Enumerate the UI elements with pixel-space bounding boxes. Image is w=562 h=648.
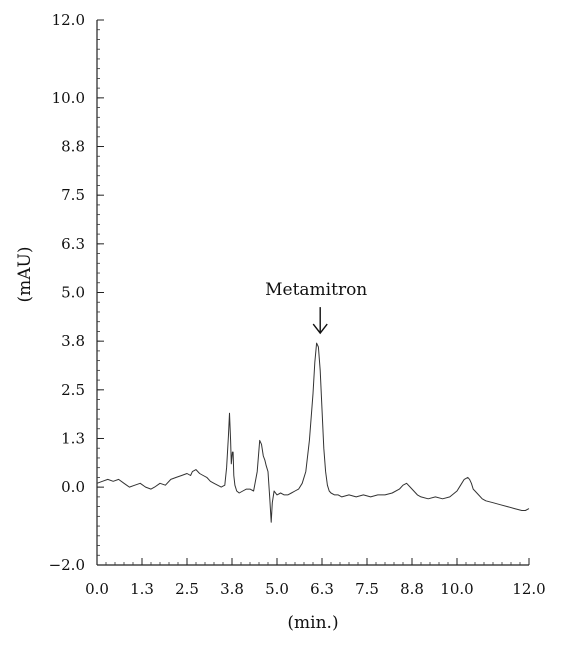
x-tick-label: 0.0 bbox=[85, 580, 109, 598]
y-tick-label: 8.8 bbox=[61, 138, 85, 156]
series-layer bbox=[96, 342, 530, 523]
x-tick-label: 5.0 bbox=[265, 580, 289, 598]
x-axis-ticks: 0.0 1.3 2.5 3.8 5.0 6.3 7.5 8.8 10.0 12.0 bbox=[85, 558, 546, 598]
y-tick-label: 5.0 bbox=[61, 284, 85, 302]
y-tick-label: 7.5 bbox=[61, 186, 85, 204]
annotation-arrow-head bbox=[312, 323, 328, 335]
y-tick-label: 10.0 bbox=[52, 89, 85, 107]
y-axis-ticks: −2.0 0.0 1.3 2.5 3.8 5.0 6.3 7.5 8.8 10.0 12.0 bbox=[49, 11, 104, 574]
x-axis-label: (min.) bbox=[287, 613, 338, 633]
x-tick-label: 12.0 bbox=[512, 580, 545, 598]
y-tick-label: −2.0 bbox=[49, 556, 85, 574]
y-axis-label: (mAU) bbox=[15, 247, 35, 303]
x-tick-label: 7.5 bbox=[355, 580, 379, 598]
x-tick-label: 3.8 bbox=[220, 580, 244, 598]
y-tick-label: 2.5 bbox=[61, 381, 85, 399]
y-tick-label: 1.3 bbox=[61, 429, 85, 447]
x-tick-label: 6.3 bbox=[310, 580, 334, 598]
y-tick-label: 12.0 bbox=[52, 11, 85, 29]
x-tick-label: 8.8 bbox=[400, 580, 424, 598]
x-tick-label: 2.5 bbox=[175, 580, 199, 598]
annotation-layer: Metamitron bbox=[265, 280, 367, 335]
y-tick-label: 6.3 bbox=[61, 235, 85, 253]
y-tick-label: 3.8 bbox=[61, 332, 85, 350]
metamitron-annotation: Metamitron bbox=[265, 280, 367, 300]
x-tick-label: 1.3 bbox=[130, 580, 154, 598]
chromatogram-trace bbox=[96, 342, 530, 523]
x-tick-label: 10.0 bbox=[440, 580, 473, 598]
y-tick-label: 0.0 bbox=[61, 478, 85, 496]
